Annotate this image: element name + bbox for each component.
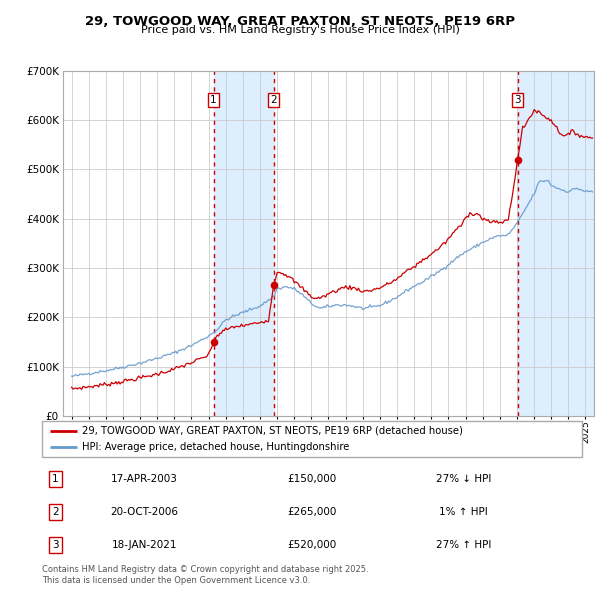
Text: Contains HM Land Registry data © Crown copyright and database right 2025.
This d: Contains HM Land Registry data © Crown c… [42, 565, 368, 585]
Text: 17-APR-2003: 17-APR-2003 [111, 474, 178, 484]
Text: 1: 1 [52, 474, 59, 484]
Text: 3: 3 [514, 95, 521, 105]
Text: 2: 2 [52, 507, 59, 517]
Bar [214, 71, 274, 416]
Text: 1: 1 [210, 95, 217, 105]
Bar [518, 71, 594, 416]
Text: 27% ↑ HPI: 27% ↑ HPI [436, 540, 491, 550]
Text: HPI: Average price, detached house, Huntingdonshire: HPI: Average price, detached house, Hunt… [83, 442, 350, 453]
Text: £520,000: £520,000 [287, 540, 337, 550]
Text: £265,000: £265,000 [287, 507, 337, 517]
Text: 27% ↓ HPI: 27% ↓ HPI [436, 474, 491, 484]
Text: 29, TOWGOOD WAY, GREAT PAXTON, ST NEOTS, PE19 6RP (detached house): 29, TOWGOOD WAY, GREAT PAXTON, ST NEOTS,… [83, 425, 463, 435]
Text: 1% ↑ HPI: 1% ↑ HPI [439, 507, 488, 517]
Text: 20-OCT-2006: 20-OCT-2006 [110, 507, 179, 517]
Text: Price paid vs. HM Land Registry's House Price Index (HPI): Price paid vs. HM Land Registry's House … [140, 25, 460, 35]
Text: 18-JAN-2021: 18-JAN-2021 [112, 540, 178, 550]
Text: 29, TOWGOOD WAY, GREAT PAXTON, ST NEOTS, PE19 6RP: 29, TOWGOOD WAY, GREAT PAXTON, ST NEOTS,… [85, 15, 515, 28]
Text: 3: 3 [52, 540, 59, 550]
Text: £150,000: £150,000 [287, 474, 337, 484]
Text: 2: 2 [271, 95, 277, 105]
